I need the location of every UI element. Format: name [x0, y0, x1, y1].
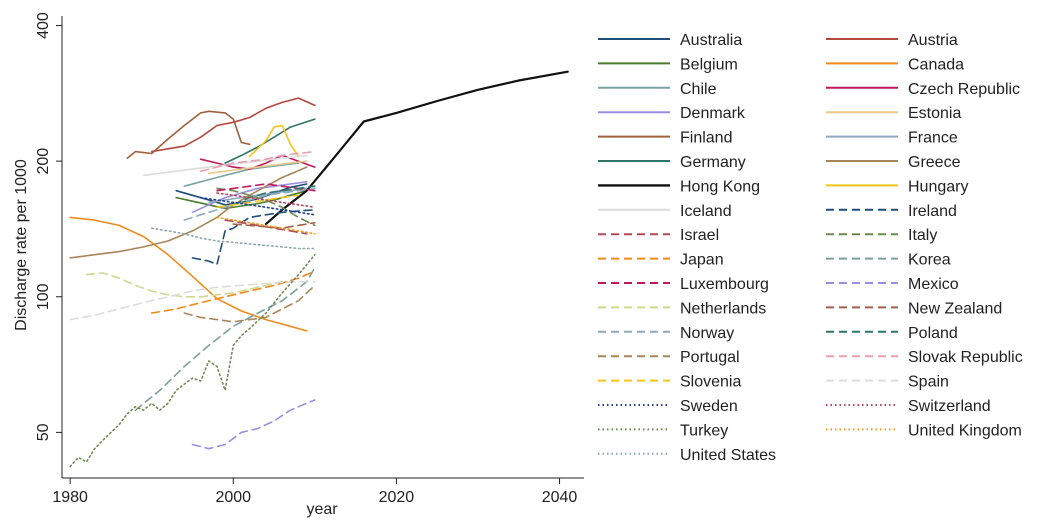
series-line-mexico: [191, 399, 316, 450]
legend-label: New Zealand: [908, 300, 1002, 317]
legend-label: Ireland: [908, 203, 957, 220]
legend-label: Switzerland: [908, 398, 991, 415]
x-ticks: 1980 2000 2020 2040: [52, 478, 577, 506]
series-line-united-kingdom: [216, 216, 316, 235]
x-axis-label: year: [306, 501, 338, 518]
legend-label: Sweden: [680, 398, 738, 415]
series-line-italy: [216, 187, 316, 227]
series-line-slovenia: [216, 194, 300, 209]
legend-label: Iceland: [680, 203, 732, 220]
series-line-poland: [232, 185, 316, 206]
series-line-new-zealand: [232, 221, 316, 229]
series-line-hong-kong: [264, 70, 569, 226]
legend-label: Japan: [680, 252, 724, 269]
series-line-slovak-republic: [199, 150, 316, 172]
series-line-estonia: [208, 160, 308, 175]
y-tick-label: 400: [35, 12, 52, 39]
x-tick-label: 2020: [379, 489, 415, 506]
legend-label: Belgium: [680, 56, 738, 73]
y-tick-label: 50: [35, 423, 52, 441]
legend-label: Slovak Republic: [908, 349, 1023, 366]
legend-label: Poland: [908, 325, 958, 342]
series-line-netherlands: [85, 272, 284, 298]
x-tick-label: 1980: [52, 489, 88, 506]
legend-label: Spain: [908, 374, 949, 391]
legend-label: Austria: [908, 32, 958, 49]
legend-label: Australia: [680, 32, 742, 49]
series-line-greece: [69, 166, 308, 259]
series-line-turkey: [69, 253, 316, 468]
y-tick-label: 100: [35, 283, 52, 310]
legend-label: Germany: [680, 154, 746, 171]
legend-label: Finland: [680, 130, 732, 147]
series-line-iceland: [142, 154, 308, 177]
legend-label: Italy: [908, 227, 937, 244]
y-ticks: 50 100 200 400: [35, 12, 62, 441]
series-line-sweden: [199, 196, 316, 216]
series-line-norway: [183, 187, 316, 221]
y-tick-label: 200: [35, 148, 52, 175]
series-line-czech-republic: [199, 154, 316, 170]
legend-label: Canada: [908, 56, 964, 73]
series-line-ireland: [191, 209, 316, 266]
legend-label: Denmark: [680, 105, 746, 122]
series-lines: [69, 70, 569, 468]
legend-label: Chile: [680, 81, 717, 98]
legend: Australia Austria Belgium Canada Chile Czech …: [598, 32, 1023, 464]
legend-label: Hong Kong: [680, 178, 760, 195]
legend-label: Turkey: [680, 422, 728, 439]
series-line-denmark: [191, 181, 308, 214]
legend-label: Norway: [680, 325, 734, 342]
series-line-united-states: [150, 227, 316, 250]
x-tick-label: 2040: [542, 489, 578, 506]
plot-area: 50 100 200 400 1980 2000 2020 2040: [35, 12, 584, 506]
y-axis-label: Discharge rate per 1000: [13, 159, 30, 331]
legend-label: Mexico: [908, 276, 959, 293]
x-tick-label: 2000: [215, 489, 251, 506]
legend-label: Czech Republic: [908, 81, 1020, 98]
legend-label: Hungary: [908, 178, 968, 195]
legend-label: Slovenia: [680, 374, 741, 391]
series-line-finland: [126, 110, 251, 159]
series-line-germany: [224, 118, 316, 164]
legend-label: Greece: [908, 154, 961, 171]
legend-label: Portugal: [680, 349, 740, 366]
legend-label: Netherlands: [680, 300, 766, 317]
series-line-hungary: [248, 124, 300, 158]
series-line-spain: [69, 280, 316, 321]
legend-label: United States: [680, 447, 776, 464]
series-line-portugal: [183, 284, 316, 323]
legend-label: Luxembourg: [680, 276, 769, 293]
series-line-switzerland: [216, 192, 316, 209]
legend-label: Korea: [908, 252, 951, 269]
series-line-austria: [150, 97, 316, 153]
legend-label: Israel: [680, 227, 719, 244]
series-line-canada: [69, 216, 308, 332]
legend-label: France: [908, 130, 958, 147]
legend-label: Estonia: [908, 105, 961, 122]
series-line-chile: [183, 162, 300, 187]
legend-label: United Kingdom: [908, 422, 1022, 439]
series-line-korea: [134, 266, 316, 412]
